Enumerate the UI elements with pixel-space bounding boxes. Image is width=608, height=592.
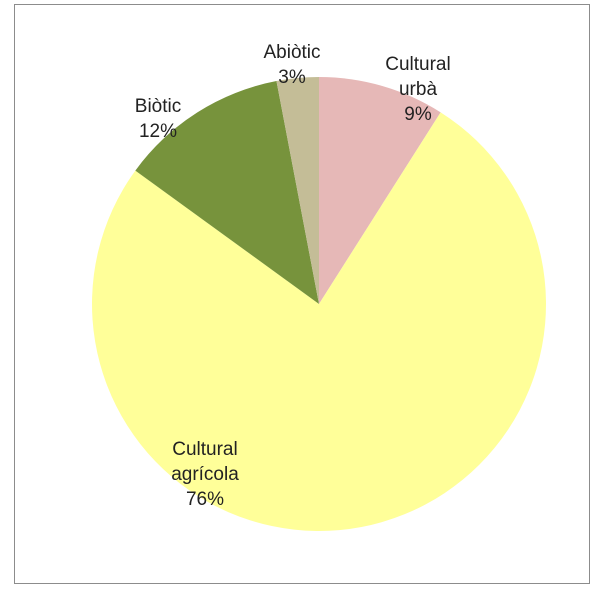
pie-label-0: Cultural urbà 9% [385,54,450,125]
pie-slice-2 [135,81,319,304]
pie-label-3: Abiòtic 3% [263,42,320,88]
pie-label-3-line-1: 3% [278,67,306,88]
pie-slice-0 [319,77,441,304]
pie-label-1-line-2: 76% [186,489,224,510]
pie-slice-1 [92,112,547,532]
pie-label-1-line-1: agrícola [171,464,239,485]
pie-label-2-line-0: Biòtic [135,96,181,117]
pie-label-1-line-0: Cultural [172,439,237,460]
pie-label-2-line-1: 12% [139,121,177,142]
pie-label-3-line-0: Abiòtic [263,42,320,63]
pie-label-1: Cultural agrícola 76% [171,439,239,510]
pie-label-0-line-1: urbà [399,79,437,100]
pie-label-2: Biòtic 12% [135,96,181,142]
pie-label-0-line-2: 9% [404,104,432,125]
pie-label-0-line-0: Cultural [385,54,450,75]
pie-slice-3 [276,77,319,304]
